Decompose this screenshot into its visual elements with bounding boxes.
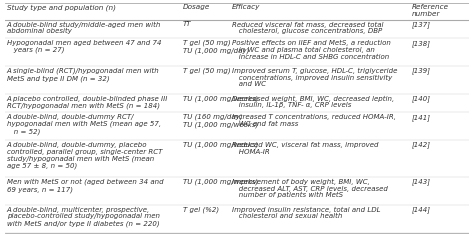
Text: Increased T concentrations, reduced HOMA-IR,
   WC and fat mass: Increased T concentrations, reduced HOMA… <box>232 114 396 127</box>
Text: Improved insulin resistance, total and LDL
   cholesterol and sexual health: Improved insulin resistance, total and L… <box>232 206 381 219</box>
Text: Improved serum T, glucose, HDL-C, triglyceride
   concentrations, improved insul: Improved serum T, glucose, HDL-C, trigly… <box>232 68 398 87</box>
Text: TU (1,000 mg/weeks): TU (1,000 mg/weeks) <box>183 142 258 148</box>
Text: [139]: [139] <box>411 68 430 74</box>
Text: Efficacy: Efficacy <box>232 4 261 10</box>
Text: [142]: [142] <box>411 142 430 148</box>
Text: A single-blind (RCT)/hypogonadal men with
MetS and type II DM (n = 32): A single-blind (RCT)/hypogonadal men wit… <box>7 68 159 82</box>
Text: [138]: [138] <box>411 40 430 47</box>
Text: A double-blind, multicenter, prospective,
placebo-controlled study/hypogonadal m: A double-blind, multicenter, prospective… <box>7 206 160 227</box>
Text: Hypogonadal men aged between 47 and 74
   years (n = 27): Hypogonadal men aged between 47 and 74 y… <box>7 40 161 53</box>
Text: Reference
number: Reference number <box>411 4 448 17</box>
Text: A double-blind, double-dummy, placebo
controlled, parallel group, single-center : A double-blind, double-dummy, placebo co… <box>7 142 162 169</box>
Text: Positive effects on IIEF and MetS, a reduction
   in WC and plasma total cholest: Positive effects on IIEF and MetS, a red… <box>232 40 391 60</box>
Text: [140]: [140] <box>411 95 430 102</box>
Text: Study type and population (n): Study type and population (n) <box>7 4 116 11</box>
Text: Improvement of body weight, BMI, WC,
   decreased ALT, AST, CRP levels, decrease: Improvement of body weight, BMI, WC, dec… <box>232 179 388 198</box>
Text: [143]: [143] <box>411 179 430 185</box>
Text: [144]: [144] <box>411 206 430 213</box>
Text: Men with MetS or not (aged between 34 and
69 years, n = 117): Men with MetS or not (aged between 34 an… <box>7 179 164 193</box>
Text: T gel (50 mg): T gel (50 mg) <box>183 68 231 74</box>
Text: [141]: [141] <box>411 114 430 121</box>
Text: [137]: [137] <box>411 21 430 28</box>
Text: A double-blind, double-dummy RCT/
hypogonadal men with MetS (mean age 57,
   n =: A double-blind, double-dummy RCT/ hypogo… <box>7 114 161 135</box>
Text: TU (1,000 mg/weeks): TU (1,000 mg/weeks) <box>183 179 258 185</box>
Text: A double-blind study/middle-aged men with
abdominal obesity: A double-blind study/middle-aged men wit… <box>7 21 161 34</box>
Text: Dosage: Dosage <box>183 4 210 10</box>
Text: A placebo controlled, double-blinded phase III
RCT/hypogonadal men with MetS (n : A placebo controlled, double-blinded pha… <box>7 95 168 109</box>
Text: TU (1,000 mg/weeks): TU (1,000 mg/weeks) <box>183 95 258 102</box>
Text: Decreased weight, BMI, WC, decreased leptin,
   insulin, IL-1β, TNF- α, CRP leve: Decreased weight, BMI, WC, decreased lep… <box>232 95 394 108</box>
Text: T gel (50 mg)
TU (1,000 mg/day): T gel (50 mg) TU (1,000 mg/day) <box>183 40 249 54</box>
Text: TU (160 mg/day)
TU (1,000 mg/weeks): TU (160 mg/day) TU (1,000 mg/weeks) <box>183 114 258 128</box>
Text: T gel (%2): T gel (%2) <box>183 206 219 213</box>
Text: Reduced WC, visceral fat mass, improved
   HOMA-IR: Reduced WC, visceral fat mass, improved … <box>232 142 379 155</box>
Text: Reduced visceral fat mass, decreased total
   cholesterol, glucose concentration: Reduced visceral fat mass, decreased tot… <box>232 21 383 34</box>
Text: TT: TT <box>183 21 191 27</box>
